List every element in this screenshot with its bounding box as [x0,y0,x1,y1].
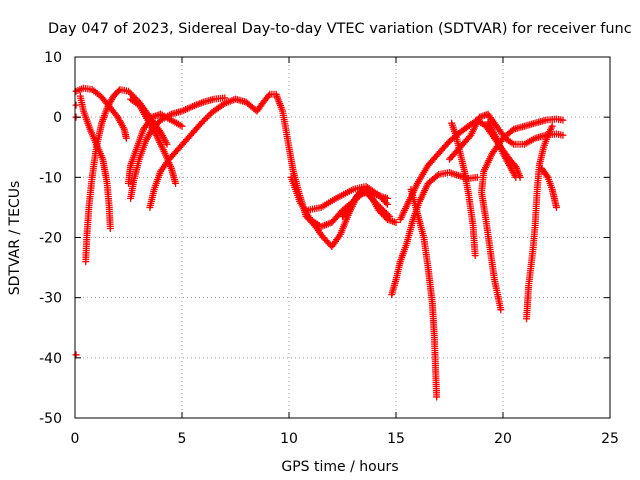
x-axis-label: GPS time / hours [281,459,398,475]
data-point [205,111,213,119]
data-point [128,90,136,98]
data-point [448,119,456,127]
data-point [178,122,186,130]
data-point [383,200,391,208]
chart-title: Day 047 of 2023, Sidereal Day-to-day VTE… [48,21,632,37]
y-tick-label: 10 [44,50,62,66]
data-point [512,173,520,181]
x-tick-label: 5 [178,431,187,447]
data-point [122,134,130,142]
data-point [203,113,211,121]
axis-ticks: 0 5 10 15 20 25 -50 -40 -30 -20 -10 0 10 [39,50,619,447]
y-tick-label: -30 [39,291,62,307]
data-point [125,87,132,95]
data-point [126,89,134,97]
x-tick-label: 0 [71,431,80,447]
x-tick-label: 15 [387,431,405,447]
y-tick-label: -50 [39,411,62,427]
x-tick-label: 10 [280,431,298,447]
data-point [543,172,551,180]
data-marks [72,84,567,401]
y-tick-label: -20 [39,231,62,247]
x-tick-label: 25 [601,431,619,447]
data-point [202,115,210,123]
y-tick-label: 0 [53,110,62,126]
data-point [382,199,390,207]
y-axis-label: SDTVAR / TECUs [7,181,23,296]
data-point [199,118,207,126]
data-point [72,101,80,109]
data-point [200,116,208,124]
data-point [72,351,80,359]
y-tick-label: -10 [39,170,62,186]
data-point [197,119,205,127]
data-point [392,218,400,226]
data-point [433,172,441,180]
data-point [559,131,567,139]
data-point [433,393,441,401]
data-point [559,116,567,124]
data-point [553,203,560,211]
data-point [106,224,114,232]
grid [75,57,610,418]
data-point [172,179,180,187]
data-point [163,140,171,148]
data-point [264,92,272,100]
x-tick-label: 20 [494,431,512,447]
y-tick-label: -40 [39,351,62,367]
data-point [548,122,556,130]
